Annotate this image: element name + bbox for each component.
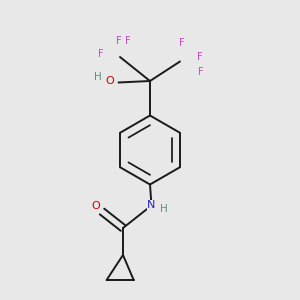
- Text: H: H: [160, 204, 167, 214]
- Text: O: O: [106, 76, 115, 86]
- Text: F: F: [98, 49, 103, 59]
- Text: F: F: [197, 52, 202, 62]
- Text: H: H: [94, 72, 102, 82]
- Text: O: O: [91, 201, 100, 211]
- Text: F: F: [198, 67, 203, 77]
- Text: F: F: [179, 38, 184, 49]
- Text: F: F: [125, 35, 130, 46]
- Text: F: F: [116, 35, 121, 46]
- Text: N: N: [147, 200, 156, 211]
